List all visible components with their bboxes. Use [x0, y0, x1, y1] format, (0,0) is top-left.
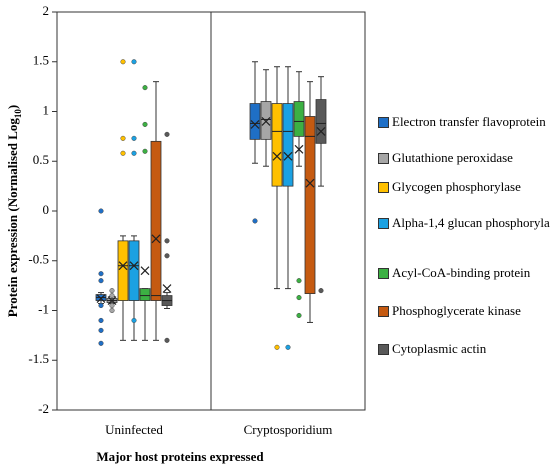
legend-swatch: [378, 344, 389, 355]
legend-swatch: [378, 268, 389, 279]
legend-label: Alpha-1,4 glucan phosphorylase: [392, 215, 550, 230]
mean-marker: [283, 151, 293, 161]
outlier: [252, 218, 258, 224]
mean-marker: [96, 294, 106, 303]
y-tick-label: 1: [43, 102, 50, 117]
x-tick-label: Uninfected: [105, 422, 163, 437]
box: [249, 103, 261, 140]
legend-swatch: [378, 218, 389, 229]
outlier: [318, 288, 324, 294]
outlier: [142, 121, 148, 127]
mean-marker: [140, 266, 150, 276]
box: [139, 288, 151, 301]
outlier: [120, 150, 126, 156]
box: [304, 116, 316, 294]
mean-marker: [118, 261, 128, 271]
box: [315, 99, 327, 144]
outlier: [120, 59, 126, 65]
y-tick-label: -2: [38, 401, 49, 416]
legend-label: Acyl-CoA-binding protein: [392, 265, 531, 280]
outlier: [131, 135, 137, 141]
y-tick-label: -1.5: [28, 351, 49, 366]
legend-label: Phosphoglycerate kinase: [392, 303, 521, 318]
y-label-end: ): [5, 105, 20, 109]
mean-marker: [162, 284, 172, 294]
outlier: [109, 302, 115, 309]
outlier: [164, 131, 170, 137]
y-label-sub: 10: [13, 109, 23, 119]
outlier: [98, 317, 104, 324]
outlier: [98, 302, 104, 309]
legend-swatch: [378, 306, 389, 317]
mean-marker: [261, 117, 271, 126]
mean-marker: [316, 126, 326, 136]
mean-marker: [129, 261, 139, 271]
outlier: [98, 271, 104, 277]
legend-label: Glutathione peroxidase: [392, 150, 513, 165]
box: [282, 103, 294, 187]
legend-swatch: [378, 182, 389, 193]
outlier: [131, 317, 137, 324]
box: [293, 101, 305, 137]
box: [150, 140, 162, 301]
outlier: [109, 293, 115, 299]
mean-marker: [294, 144, 304, 154]
y-tick-label: -0.5: [28, 252, 49, 267]
outlier: [142, 148, 148, 154]
outlier: [98, 327, 104, 333]
outlier: [131, 150, 137, 156]
outlier: [98, 278, 104, 284]
x-tick-label: Cryptosporidium: [244, 422, 333, 437]
outlier: [164, 238, 170, 244]
mean-marker: [272, 151, 282, 161]
outlier: [98, 340, 104, 346]
box: [260, 101, 272, 140]
outlier: [285, 344, 291, 350]
mean-marker: [151, 234, 161, 244]
y-tick-label: -1: [38, 301, 49, 316]
legend-label: Electron transfer flavoprotein: [392, 114, 546, 129]
outlier: [131, 59, 137, 65]
y-label-text: Protein expression (Normalised Log: [5, 118, 20, 318]
outlier: [164, 253, 170, 259]
outlier: [98, 208, 104, 214]
box: [128, 240, 140, 301]
legend-swatch: [378, 117, 389, 128]
y-tick-label: 0: [43, 202, 50, 217]
outlier: [296, 312, 302, 319]
outlier: [296, 295, 302, 301]
legend-swatch: [378, 153, 389, 164]
mean-marker: [305, 178, 315, 188]
legend-label: Glycogen phosphorylase: [392, 179, 521, 194]
y-tick-label: 1.5: [33, 53, 49, 68]
outlier: [120, 135, 126, 141]
outlier: [296, 278, 302, 284]
y-tick-label: 0.5: [33, 152, 49, 167]
box: [117, 240, 129, 301]
y-tick-label: 2: [43, 3, 50, 18]
box: [271, 103, 283, 187]
y-axis-label: Protein expression (Normalised Log10): [5, 105, 23, 318]
outlier: [164, 337, 170, 343]
mean-marker: [107, 296, 117, 305]
outlier: [142, 85, 148, 91]
legend-label: Cytoplasmic actin: [392, 341, 487, 356]
mean-marker: [250, 120, 260, 129]
outlier: [109, 288, 115, 294]
outlier: [109, 307, 115, 314]
outlier: [274, 344, 280, 350]
x-axis-label: Major host proteins expressed: [96, 449, 264, 464]
